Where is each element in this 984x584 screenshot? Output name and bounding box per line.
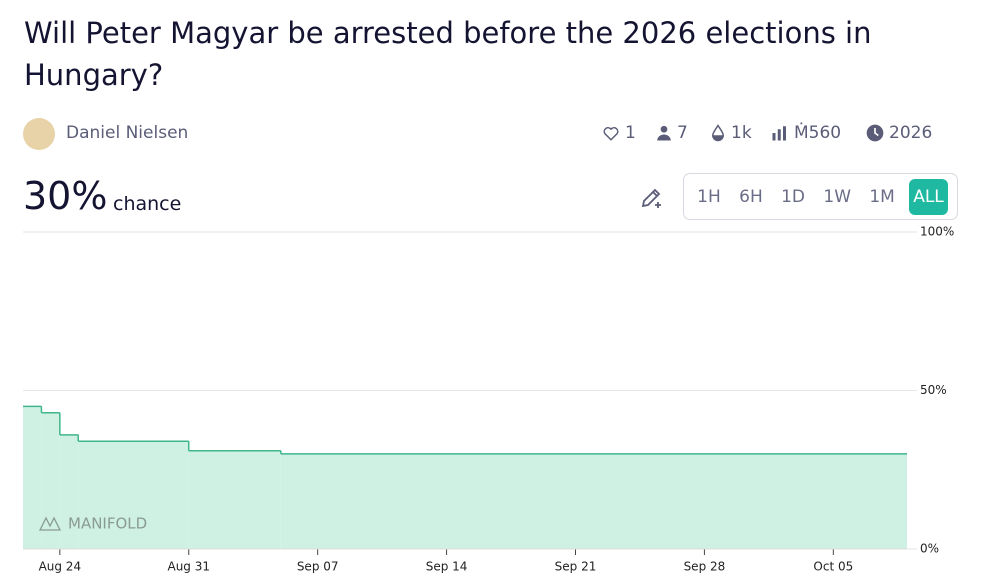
close-date: 2026 <box>865 123 932 143</box>
title: Will Peter Magyar be arrested before the… <box>24 16 872 92</box>
x-tick-label: Sep 07 <box>297 560 339 574</box>
x-tick-label: Sep 14 <box>426 560 468 574</box>
y-tick-label: 100% <box>920 225 954 239</box>
traders: 7 <box>655 123 688 143</box>
area-segment <box>41 412 60 549</box>
volume: Ṁ560 <box>770 123 841 143</box>
watermark: MANIFOLD <box>68 515 147 533</box>
x-tick-label: Aug 31 <box>167 560 210 574</box>
probability-label: chance <box>113 193 182 215</box>
probability: 30% <box>23 174 108 218</box>
area-segment <box>78 441 189 549</box>
time-range-button[interactable]: 1H <box>697 186 721 207</box>
likes[interactable]: 1 <box>601 123 636 143</box>
y-tick-label: 50% <box>920 383 947 397</box>
time-range-selector: 1H 6H 1D 1W 1M ALL <box>683 173 958 220</box>
time-range-button[interactable]: 6H <box>739 186 763 207</box>
area-segment <box>280 453 907 549</box>
area-segment <box>188 450 281 549</box>
watermark-logo <box>38 516 62 531</box>
time-range-button[interactable]: 1W <box>823 186 851 207</box>
liquidity: 1k <box>709 123 752 143</box>
likes-count: 1 <box>625 123 636 143</box>
traders-count: 7 <box>677 123 688 143</box>
avatar[interactable] <box>23 118 55 150</box>
time-range-button[interactable]: 1M <box>869 186 895 207</box>
x-tick-label: Oct 05 <box>813 560 853 574</box>
time-range-button[interactable]: ALL <box>909 178 948 215</box>
x-tick-label: Sep 21 <box>555 560 597 574</box>
edit-icon[interactable] <box>638 186 664 210</box>
author[interactable]: Daniel Nielsen <box>66 123 189 143</box>
volume-value: Ṁ560 <box>794 123 842 143</box>
y-tick-label: 0% <box>920 542 939 556</box>
x-tick-label: Sep 28 <box>684 560 726 574</box>
close-value: 2026 <box>889 123 933 143</box>
area-segment <box>23 406 42 549</box>
x-tick-label: Aug 24 <box>39 560 82 574</box>
area-segment <box>59 434 79 549</box>
liquidity-value: 1k <box>731 123 752 143</box>
time-range-button[interactable]: 1D <box>781 186 806 207</box>
